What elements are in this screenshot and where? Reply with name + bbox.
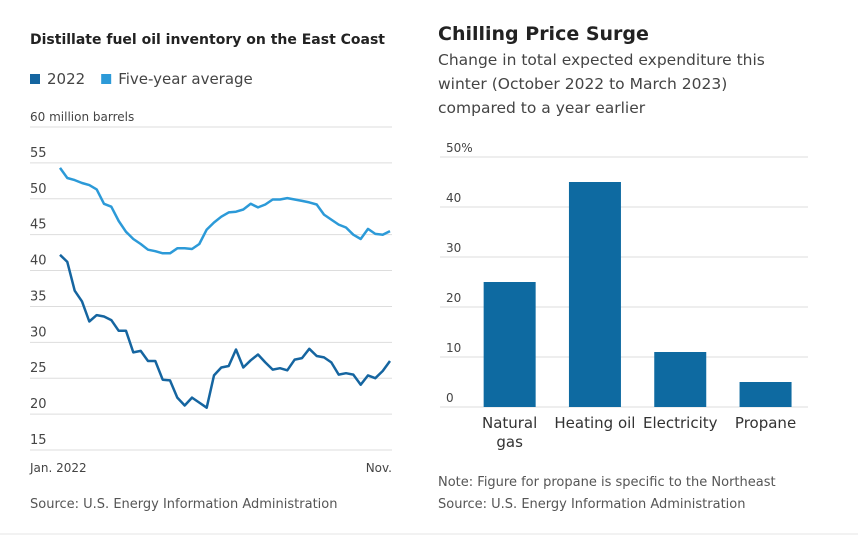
y-tick-label: 50% [446,141,473,155]
y-tick-label: 30 [30,325,47,340]
y-tick-label: 0 [446,391,454,405]
series-line [58,167,391,255]
x-tick-label: Propane [734,414,797,432]
y-tick-label: 10 [446,341,461,355]
y-tick-label: 25 [30,361,47,376]
x-tick-label: Heating oil [554,414,636,432]
x-tick-label: Jan. 2022 [29,461,87,475]
y-tick-label: 30 [446,241,461,255]
bar [739,382,792,407]
legend-swatch [30,74,40,84]
series-line [59,253,392,409]
subtitle: Change in total expected expenditure thi… [438,51,765,117]
source: Source: U.S. Energy Information Administ… [438,497,745,512]
y-tick-label: 40 [30,254,47,269]
y-tick-label: 20 [30,397,47,412]
y-tick-label: 45 [30,218,47,233]
y-tick-label: 15 [30,433,47,448]
x-tick-label: Nov. [366,461,392,475]
y-tick-label: 55 [30,146,47,161]
y-tick-label: 20 [446,291,461,305]
legend-label: Five-year average [118,70,253,88]
bar [654,352,707,407]
note: Note: Figure for propane is specific to … [438,475,776,490]
source: Source: U.S. Energy Information Administ… [30,497,337,512]
legend-swatch [101,74,112,84]
y-tick-label: 50 [30,182,47,197]
x-tick-label: Natural gas [481,414,538,451]
y-tick-label: 60 million barrels [30,110,134,124]
x-tick-label: Electricity [642,414,718,432]
chart-title: Chilling Price Surge [438,23,649,45]
y-tick-label: 35 [30,289,47,304]
y-tick-label: 40 [446,191,461,205]
legend-label: 2022 [47,70,85,88]
bar [483,282,536,407]
bar [568,182,621,407]
chart-title: Distillate fuel oil inventory on the Eas… [30,32,385,48]
